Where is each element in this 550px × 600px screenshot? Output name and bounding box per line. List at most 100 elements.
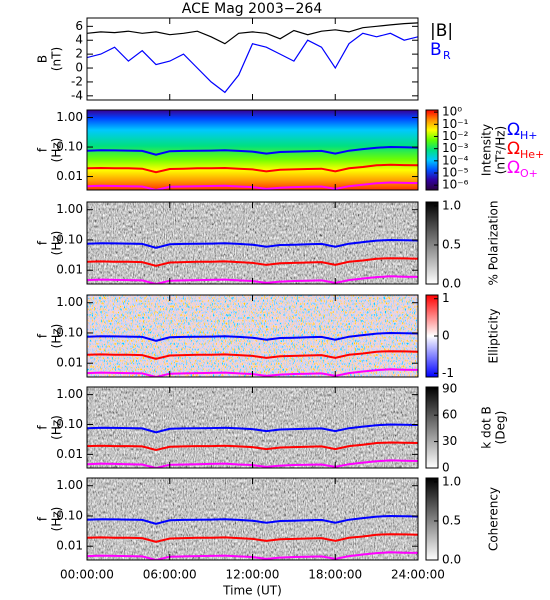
y-axis-title: (Hz) [50,415,64,440]
colorbar [425,477,439,561]
series-line [87,350,418,360]
colorbar-title: (nT²/Hz) [494,126,508,174]
legend-label: Ω [507,158,520,178]
y-tick-label: 0 [75,61,83,75]
colorbar-tick-label: 10⁻³ [442,141,469,155]
colorbar-tick-label: 90 [442,381,457,395]
y-tick-label: 0.01 [56,263,83,277]
plot-area [87,202,418,284]
colorbar-tick-label: 0.5 [442,237,461,251]
colorbar-tick-label: 60 [442,408,457,422]
x-tick-label: 00:00:00 [60,568,114,582]
y-tick-label: 0.01 [56,169,83,183]
colorbar-title: % Polarization [487,201,501,286]
plot-area [87,478,418,560]
series-line [87,331,418,342]
x-tick-label: 06:00:00 [143,568,197,582]
series-line [87,22,418,45]
colorbar-title: k dot B [480,406,494,448]
y-axis-title: f [36,333,50,338]
legend-subscript: O+ [520,167,538,180]
colorbar-title: (Deg) [494,411,508,445]
y-tick-label: 0.01 [56,447,83,461]
y-axis-title: (Hz) [50,507,64,532]
y-axis-title: f [36,240,50,245]
colorbar-tick-label: 30 [442,434,457,448]
y-tick-label: 1.00 [56,202,83,216]
y-tick-label: 0.10 [56,232,83,246]
y-tick-label: 0.10 [56,508,83,522]
y-tick-label: 0.01 [56,356,83,370]
colorbar-tick-label: 0 [442,461,450,475]
series-line [87,32,418,94]
colorbar-tick-label: 1 [442,291,450,305]
colorbar-title: Ellipticity [487,309,501,364]
y-axis-title: B [36,55,50,63]
series-line [87,145,418,156]
x-tick-label: 18:00:00 [308,568,362,582]
x-tick-label: 24:00:00 [391,568,445,582]
y-tick-label: 0.10 [56,140,83,154]
colorbar-tick-label: 0.0 [442,277,461,291]
colorbar [425,109,439,191]
colorbar-tick-label: 1.0 [442,474,461,488]
y-axis-title: (Hz) [50,138,64,163]
chart-title: ACE Mag 2003−264 [182,1,323,17]
legend-label: B [430,40,442,60]
y-axis-title: f [36,425,50,430]
y-tick-label: 1.00 [56,478,83,492]
y-tick-label: 2 [75,47,83,61]
y-tick-label: -4 [71,88,83,102]
colorbar-tick-label: 0.5 [442,513,461,527]
colorbar-tick-label: 10⁻² [442,129,469,143]
series-line [87,257,418,267]
colorbar-tick-label: -1 [442,366,454,380]
y-axis-title: (Hz) [50,231,64,256]
legend-subscript: R [443,49,451,62]
colorbar-tick-label: 10⁻⁵ [442,165,469,179]
y-tick-label: 0.10 [56,325,83,339]
legend-subscript: He+ [520,148,544,161]
colorbar-tick-label: 0.0 [442,553,461,567]
y-axis-title: f [36,147,50,152]
x-axis-title: Time (UT) [222,584,282,598]
plot-area [87,110,418,190]
series-line [87,423,418,434]
colorbar-title: Coherency [487,487,501,551]
colorbar-tick-label: 1.0 [442,198,461,212]
y-tick-label: 1.00 [56,110,83,124]
y-tick-label: 4 [75,33,83,47]
y-axis-title: (nT) [50,47,64,71]
y-tick-label: -2 [71,74,83,88]
legend-label: |B| [430,21,453,41]
y-tick-label: 1.00 [56,387,83,401]
plot-frame [86,17,419,101]
y-tick-label: 0.10 [56,417,83,431]
series-line [87,514,418,525]
colorbar [425,386,439,469]
colorbar-title: Intensity [480,124,494,176]
y-tick-label: 0.01 [56,539,83,553]
x-tick-label: 12:00:00 [226,568,280,582]
series-line [87,163,418,174]
y-tick-label: 1.00 [56,295,83,309]
colorbar-tick-label: 10⁻¹ [442,117,469,131]
colorbar [425,201,439,285]
plot-area [87,22,418,94]
series-line [87,533,418,543]
colorbar-tick-label: 10⁰ [442,105,462,119]
series-line [87,238,418,249]
legend-subscript: H+ [520,129,538,142]
plot-area [87,295,418,377]
series-line [87,441,418,452]
plot-area [87,387,418,468]
legend-label: Ω [507,139,520,159]
colorbar-tick-label: 10⁻⁶ [442,178,469,192]
y-tick-label: 6 [75,19,83,33]
y-axis-title: f [36,516,50,521]
colorbar-tick-label: 10⁻⁴ [442,153,469,167]
legend-label: Ω [507,120,520,140]
colorbar-tick-label: 0 [442,329,450,343]
y-axis-title: (Hz) [50,324,64,349]
